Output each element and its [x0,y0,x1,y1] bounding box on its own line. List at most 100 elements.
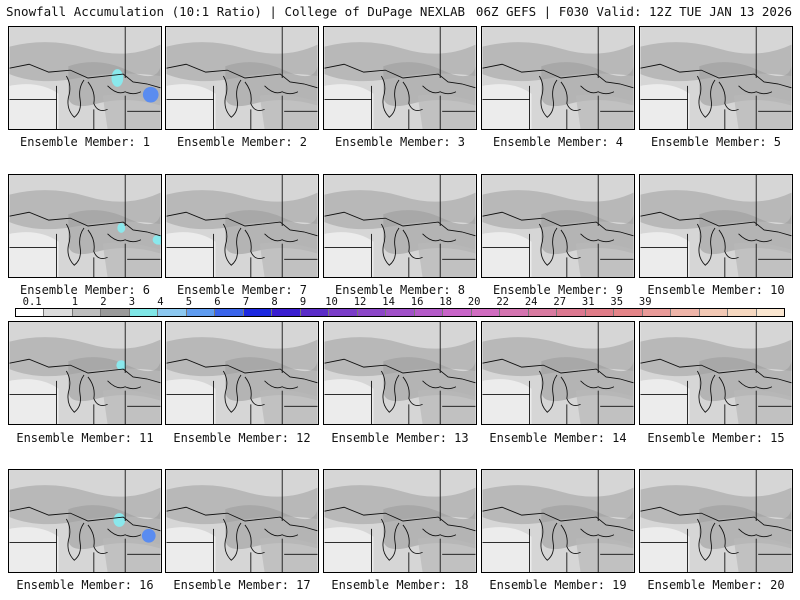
ensemble-member-label: Ensemble Member: 11 [16,431,154,445]
snowfall-field [541,210,634,255]
snowfall-map [166,27,318,129]
geographic-border [538,75,558,118]
geographic-border [262,368,318,384]
snowfall-map [324,470,476,572]
geographic-border [244,376,265,406]
map-title: Snowfall Accumulation (10:1 Ratio) | Col… [6,4,466,19]
colorbar-swatch [414,309,444,316]
snowfall-field [166,84,216,129]
snowfall-field [9,84,59,129]
ensemble-panel-13 [323,321,477,425]
colorbar-tick-label: 1 [71,296,79,308]
colorbar-swatch [72,309,102,316]
ensemble-panel-9 [481,174,635,278]
geographic-border [105,368,161,384]
ensemble-member-label: Ensemble Member: 16 [16,578,154,592]
colorbar-tick-label: 24 [524,296,538,308]
ensemble-member-label: Ensemble Member: 10 [647,283,785,297]
snowfall-field [383,62,476,107]
ensemble-member-label: Ensemble Member: 7 [176,283,308,297]
geographic-border [264,233,299,243]
geographic-border [560,524,581,554]
snowfall-field [640,527,690,572]
ensemble-member-label: Ensemble Member: 13 [331,431,469,445]
snowfall-field [699,210,792,255]
geographic-border [222,518,242,561]
snowfall-field [68,210,161,255]
colorbar-tick-label: 7 [242,296,250,308]
geographic-border [482,358,579,374]
snowfall-field [225,357,318,402]
snowfall-field [482,379,532,424]
geographic-border [324,358,421,374]
ensemble-member-label: Ensemble Member: 2 [176,135,308,149]
geographic-border [422,380,457,390]
geographic-border [718,376,739,406]
colorbar-tick-label: 39 [638,296,652,308]
geographic-border [222,75,242,118]
geographic-border [65,518,85,561]
snowfall-map [482,470,634,572]
geographic-border [718,81,739,111]
colorbar-tick-label: 35 [610,296,624,308]
ensemble-member-label: Ensemble Member: 4 [492,135,624,149]
geographic-border [718,229,739,259]
colorbar-swatch [699,309,729,316]
colorbar-tick-label: 14 [382,296,395,308]
snowfall-field [541,357,634,402]
ensemble-member-label: Ensemble Member: 9 [492,283,624,297]
snowfall-map [640,470,792,572]
snowfall-field [166,232,216,277]
snowfall-field [225,505,318,550]
ensemble-member-label: Ensemble Member: 1 [19,135,151,149]
colorbar-swatch [728,309,757,316]
geographic-border [105,221,161,237]
snowfall-map [9,27,161,129]
geographic-border [9,63,106,79]
colorbar-tick-label: 4 [157,296,164,308]
colorbar-tick-label: 5 [185,296,193,308]
geographic-border [578,73,634,89]
colorbar-swatch [471,309,501,316]
snow-maximum [113,513,126,527]
snowfall-field [640,84,690,129]
colorbar-tick-label: 0.1 [22,296,42,308]
colorbar-swatch [642,309,672,316]
geographic-border [538,223,558,266]
snowfall-field [9,527,59,572]
geographic-border [420,516,476,532]
geographic-border [9,358,106,374]
colorbar-tick-label: 12 [353,296,367,308]
geographic-border [262,221,318,237]
snowfall-map [324,27,476,129]
geographic-border [640,63,737,79]
geographic-border [87,524,108,554]
snowfall-field [68,357,161,402]
geographic-border [166,358,263,374]
snowfall-field [482,232,532,277]
colorbar-swatch [671,309,700,316]
ensemble-member-label: Ensemble Member: 12 [173,431,311,445]
snowfall-field [9,379,59,424]
ensemble-member-label: Ensemble Member: 5 [650,135,782,149]
snowfall-field [166,379,216,424]
geographic-border [262,516,318,532]
snowfall-field [482,84,532,129]
snow-maximum [152,234,161,245]
geographic-border [107,85,142,95]
geographic-border [107,528,142,538]
ensemble-panel-17 [165,469,319,573]
colorbar-swatch [44,309,73,316]
colorbar-swatch [101,309,130,316]
colorbar-swatch [585,309,615,316]
ensemble-panel-10 [639,174,793,278]
geographic-border [87,229,108,259]
colorbar-swatch [329,309,358,316]
snowfall-field [225,62,318,107]
geographic-border [244,524,265,554]
colorbar-swatch [614,309,643,316]
snowfall-field [225,210,318,255]
ensemble-member-label: Ensemble Member: 18 [331,578,469,592]
geographic-border [107,380,142,390]
ensemble-panel-16 [8,469,162,573]
